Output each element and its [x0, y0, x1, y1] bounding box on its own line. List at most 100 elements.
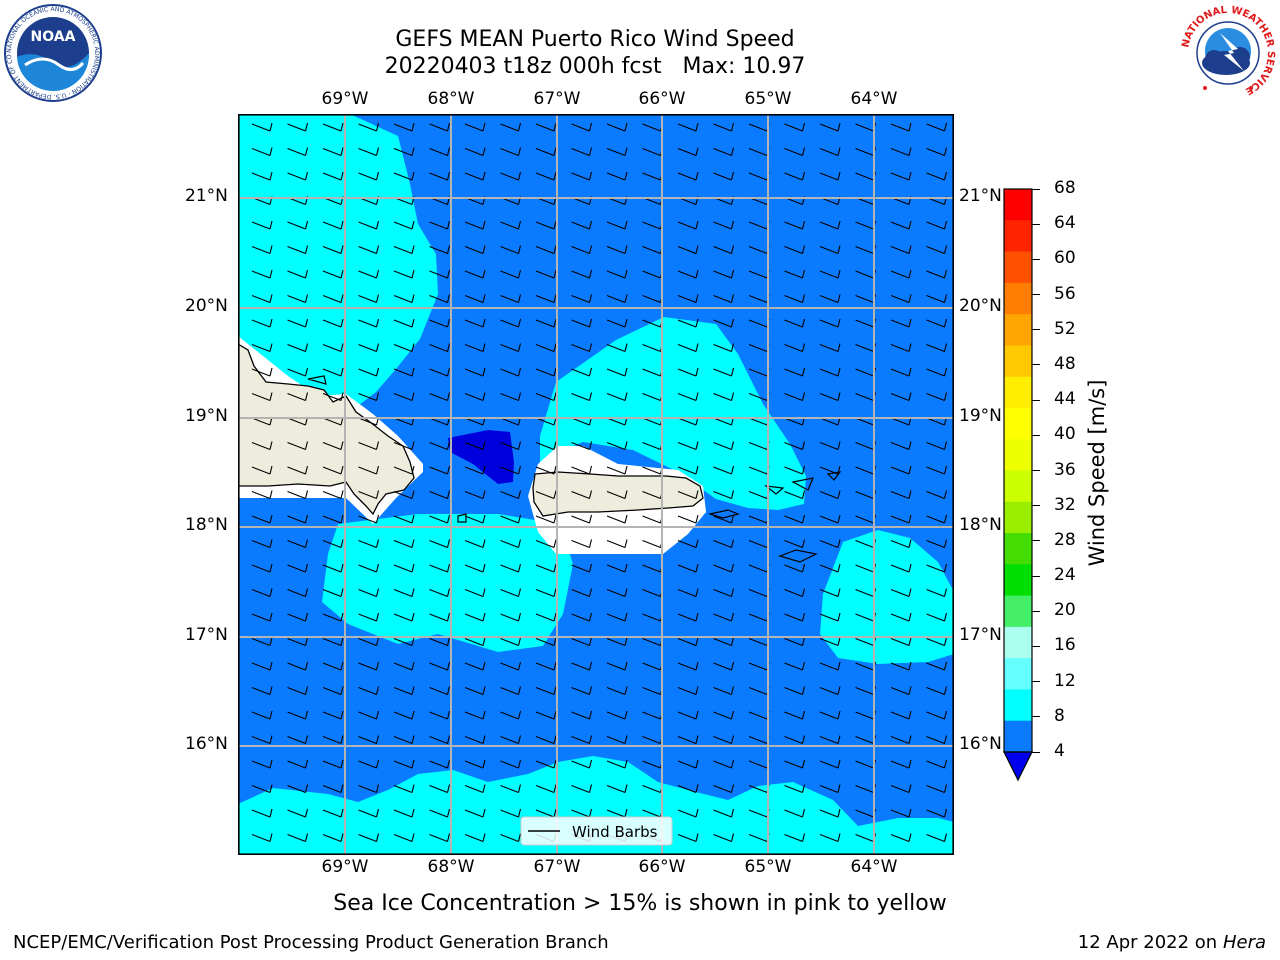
wind-barb	[251, 735, 273, 745]
wind-barb	[535, 563, 557, 573]
wind-barb	[890, 122, 912, 132]
wind-barb	[713, 735, 735, 745]
noaa-logo: NATIONAL OCEANIC AND ATMOSPHERIC ADMINIS…	[3, 3, 102, 102]
wind-barb	[677, 833, 699, 843]
wind-barb	[393, 392, 415, 402]
wind-barb	[464, 833, 486, 843]
colorbar-tick-label: 32	[1054, 494, 1076, 515]
wind-barb	[464, 343, 486, 353]
wind-barb	[819, 441, 841, 451]
wind-barb	[358, 735, 380, 745]
wind-barb	[784, 392, 806, 402]
wind-barb	[251, 710, 273, 720]
wind-barb	[287, 367, 309, 377]
wind-barb	[535, 245, 557, 255]
wind-barb	[606, 661, 628, 671]
colorbar-tick-mark	[1032, 575, 1040, 577]
wind-barb	[287, 710, 309, 720]
wind-barb	[819, 539, 841, 549]
colorbar	[1003, 188, 1033, 782]
wind-barb	[429, 269, 451, 279]
wind-barb	[251, 392, 273, 402]
wind-barb	[358, 147, 380, 157]
wind-barb	[251, 171, 273, 181]
wind-barb	[464, 735, 486, 745]
colorbar-segment	[1004, 658, 1032, 690]
wind-barb	[571, 759, 593, 769]
lon-label-bottom-69w: 69°W	[321, 857, 369, 877]
wind-barb	[926, 367, 948, 377]
wind-barb	[784, 465, 806, 475]
lon-label-bottom-65w: 65°W	[744, 857, 792, 877]
wind-barb	[677, 514, 699, 524]
wind-barb	[535, 539, 557, 549]
wind-barb	[322, 563, 344, 573]
wind-barb	[500, 563, 522, 573]
wind-barb	[464, 220, 486, 230]
wind-barb	[819, 122, 841, 132]
wind-barb	[322, 294, 344, 304]
wind-barb	[926, 735, 948, 745]
lat-label-right-16n: 16°N	[959, 734, 1002, 754]
wind-barb	[393, 588, 415, 598]
colorbar-tick-label: 8	[1054, 705, 1065, 726]
wind-barb	[926, 612, 948, 622]
wind-barb	[322, 171, 344, 181]
wind-barb	[784, 269, 806, 279]
wind-barb	[606, 294, 628, 304]
wind-barb	[251, 661, 273, 671]
wind-barb	[713, 220, 735, 230]
wind-barb	[926, 392, 948, 402]
colorbar-tick-mark	[1032, 294, 1040, 296]
lat-label-left-17n: 17°N	[185, 625, 228, 645]
wind-barb	[464, 710, 486, 720]
wind-barb	[784, 710, 806, 720]
wind-barb	[890, 514, 912, 524]
colorbar-segment	[1004, 314, 1032, 346]
wind-barb	[429, 441, 451, 451]
wind-barb	[819, 808, 841, 818]
wind-barb	[571, 735, 593, 745]
wind-barb	[713, 465, 735, 475]
wind-barb	[677, 343, 699, 353]
wind-barb	[819, 514, 841, 524]
colorbar-tick-mark	[1032, 681, 1040, 683]
wind-barb	[890, 661, 912, 671]
wind-barb	[358, 808, 380, 818]
wind-barb	[784, 833, 806, 843]
wind-barb	[500, 343, 522, 353]
wind-barb	[464, 318, 486, 328]
colorbar-segment	[1004, 251, 1032, 284]
wind-barb	[819, 661, 841, 671]
lon-label-bottom-68w: 68°W	[427, 857, 475, 877]
wind-barb	[890, 490, 912, 500]
wind-barb	[322, 220, 344, 230]
wind-barb	[287, 563, 309, 573]
wind-barb	[819, 343, 841, 353]
colorbar-tick-label: 4	[1054, 741, 1065, 761]
wind-barb	[819, 367, 841, 377]
wind-barb	[926, 539, 948, 549]
wind-barb	[322, 833, 344, 843]
wind-barb	[393, 343, 415, 353]
wind-barb	[713, 318, 735, 328]
wind-barb	[713, 612, 735, 622]
wind-barb	[819, 245, 841, 255]
colorbar-segment	[1004, 282, 1032, 315]
chart-subtitle: 20220403 t18z 000h fcst Max: 10.97	[384, 54, 806, 79]
wind-barb	[464, 367, 486, 377]
wind-barb	[358, 269, 380, 279]
wind-barb	[926, 465, 948, 475]
map-gridlines	[238, 114, 954, 855]
wind-barb	[677, 245, 699, 255]
wind-barb	[606, 735, 628, 745]
wind-barb	[500, 637, 522, 647]
wind-barb	[784, 490, 806, 500]
wind-barb	[322, 539, 344, 549]
wind-barb	[464, 661, 486, 671]
wind-barb	[713, 269, 735, 279]
wind-barb	[926, 490, 948, 500]
wind-barb	[322, 367, 344, 377]
wind-barb	[677, 147, 699, 157]
wind-barb	[358, 490, 380, 500]
